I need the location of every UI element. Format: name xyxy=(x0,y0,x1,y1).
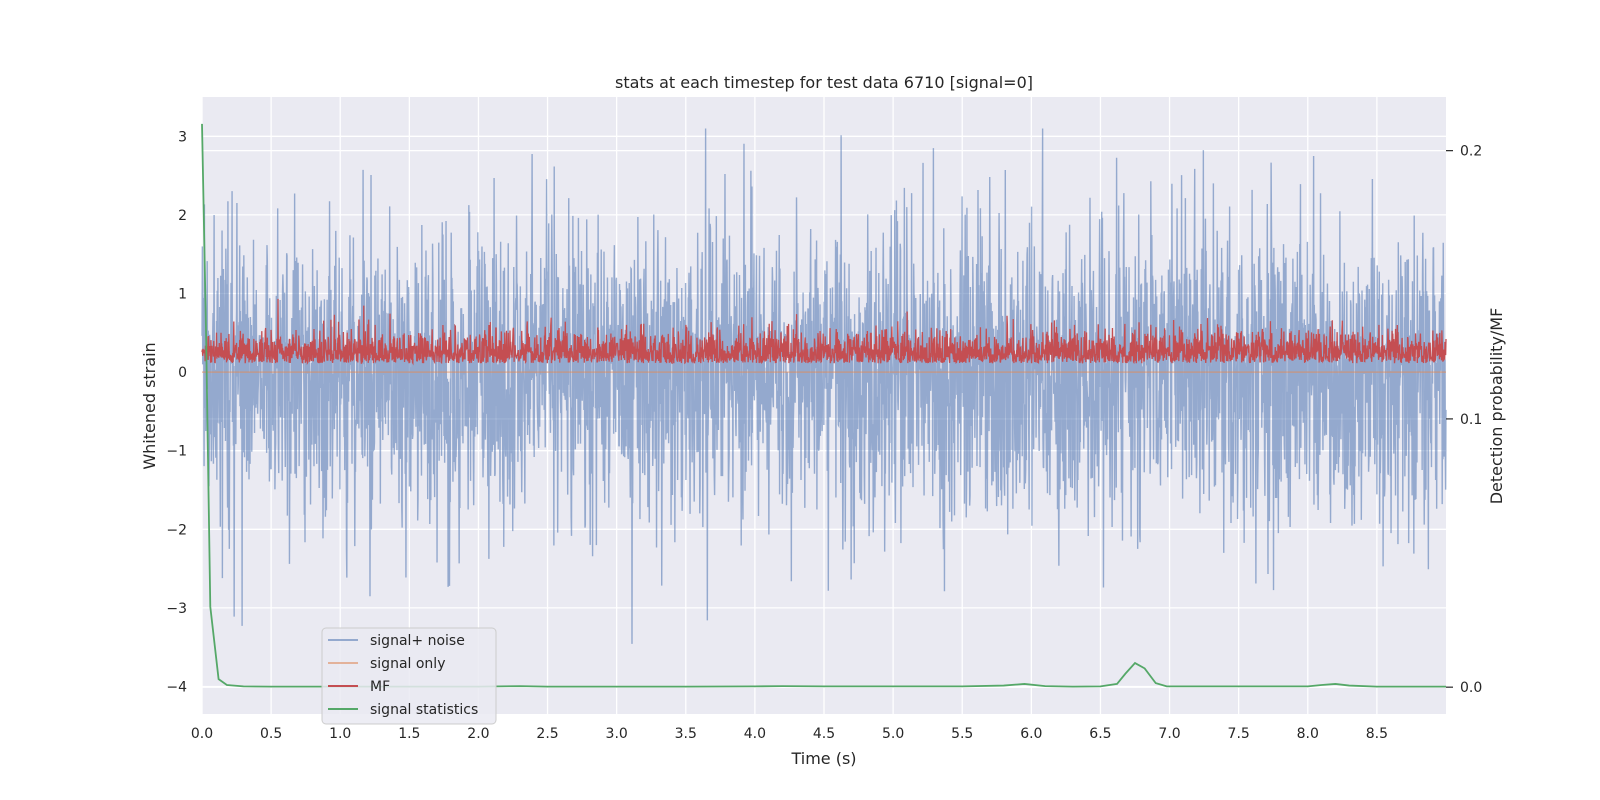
x-tick-label: 6.5 xyxy=(1089,726,1111,742)
legend-box xyxy=(321,627,497,725)
x-tick-label: 4.0 xyxy=(744,726,766,742)
legend-entry-signal-noise: signal+ noise xyxy=(328,633,465,649)
x-tick-label: 7.5 xyxy=(1228,726,1250,742)
legend-label-signal-noise: signal+ noise xyxy=(370,633,465,649)
y-ticks: −4 −3 −2 −1 0 1 2 3 xyxy=(166,129,187,695)
x-tick-label: 0.5 xyxy=(260,726,282,742)
x-tick-label: 3.0 xyxy=(606,726,628,742)
x-tick-label: 0.0 xyxy=(191,726,213,742)
y-tick-label: 3 xyxy=(178,129,187,145)
x-tick-label: 1.5 xyxy=(398,726,420,742)
y-tick-label: 1 xyxy=(178,286,187,302)
x-tick-label: 7.0 xyxy=(1158,726,1180,742)
x-tick-label: 2.5 xyxy=(536,726,558,742)
x-tick-label: 2.0 xyxy=(467,726,489,742)
legend-entry-signal-statistics: signal statistics xyxy=(328,702,478,718)
series-layer xyxy=(201,123,1447,688)
y2-tick-label: 0.1 xyxy=(1460,412,1482,428)
series-line-signal-statistics xyxy=(201,123,1446,688)
chart-title: stats at each timestep for test data 671… xyxy=(615,73,1033,92)
x-tick-label: 8.0 xyxy=(1297,726,1319,742)
y-tick-label: −2 xyxy=(166,522,187,538)
y-tick-label: 0 xyxy=(178,365,187,381)
y2-ticks: 0.0 0.1 0.2 xyxy=(1446,144,1482,696)
x-tick-label: 1.0 xyxy=(329,726,351,742)
y2-tick-label: 0.2 xyxy=(1460,144,1482,160)
x-axis-label: Time (s) xyxy=(790,749,856,768)
x-tick-label: 4.5 xyxy=(813,726,835,742)
legend-label-signal-statistics: signal statistics xyxy=(370,702,478,718)
x-tick-label: 5.5 xyxy=(951,726,973,742)
legend-entry-mf: MF xyxy=(328,679,390,695)
x-tick-label: 6.0 xyxy=(1020,726,1042,742)
legend-entry-signal-only: signal only xyxy=(328,656,445,672)
x-tick-label: 5.0 xyxy=(882,726,904,742)
legend-label-signal-only: signal only xyxy=(370,656,445,672)
series-line-mf xyxy=(201,298,1447,366)
x-tick-label: 8.5 xyxy=(1366,726,1388,742)
legend: signal+ noise signal only MF signal stat… xyxy=(321,627,497,725)
x-ticks: 0.0 0.5 1.0 1.5 2.0 2.5 3.0 3.5 4.0 4.5 5.0 5.5 6.0 6… xyxy=(191,726,1388,742)
y2-axis-label: Detection probability/MF xyxy=(1487,308,1506,505)
legend-label-mf: MF xyxy=(370,679,390,695)
y-axis-label: Whitened strain xyxy=(140,342,159,469)
y-tick-label: 2 xyxy=(178,208,187,224)
y-tick-label: −3 xyxy=(166,601,187,617)
y-tick-label: −4 xyxy=(166,679,187,695)
y2-tick-label: 0.0 xyxy=(1460,680,1482,696)
series-line-signal-noise xyxy=(201,128,1447,644)
x-tick-label: 3.5 xyxy=(675,726,697,742)
y-tick-label: −1 xyxy=(166,444,187,460)
